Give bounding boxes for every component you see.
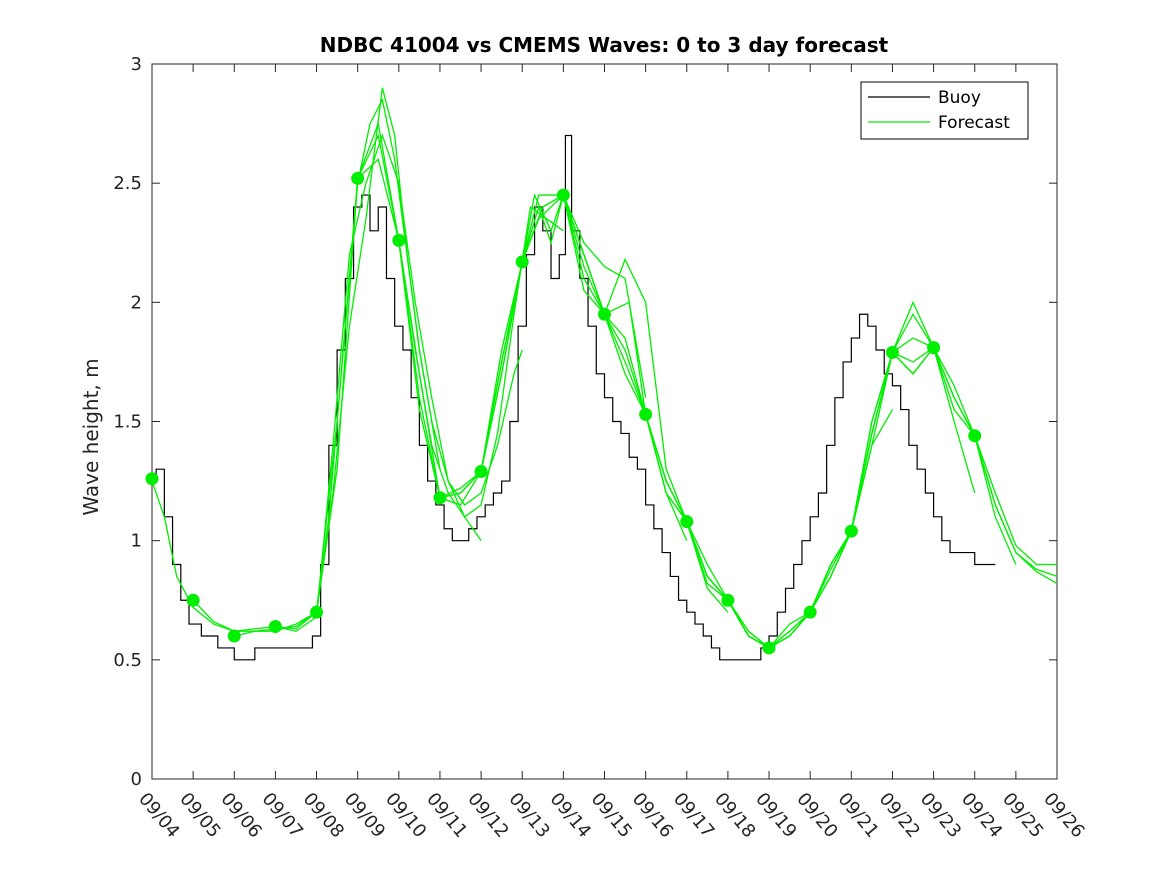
forecast-start-marker — [268, 619, 282, 633]
forecast-series-line-0 — [151, 97, 441, 632]
forecast-start-marker — [186, 593, 200, 607]
chart-title: NDBC 41004 vs CMEMS Waves: 0 to 3 day fo… — [320, 33, 889, 57]
forecast-start-marker — [556, 188, 570, 202]
y-tick-label: 1 — [131, 531, 142, 552]
x-tick-label: 09/25 — [998, 789, 1047, 842]
forecast-series-line-14 — [727, 300, 1017, 649]
forecast-start-marker — [310, 605, 324, 619]
forecast-series-line-3 — [275, 133, 564, 630]
y-tick-label: 2 — [131, 292, 142, 313]
x-tick-label: 09/17 — [669, 789, 718, 842]
legend-box — [860, 81, 1029, 140]
x-tick-label: 09/20 — [792, 789, 841, 842]
forecast-series-line-15 — [768, 337, 1058, 649]
axes-box — [151, 63, 1058, 780]
forecast-start-marker — [598, 307, 611, 321]
forecast-series-line-7 — [439, 194, 729, 613]
x-tick-label: 09/07 — [258, 789, 307, 842]
x-tick-label: 09/13 — [504, 789, 553, 842]
forecast-start-marker — [803, 605, 817, 619]
forecast-start-marker — [392, 233, 406, 247]
y-tick-label: 0 — [131, 769, 142, 790]
forecast-start-marker — [515, 255, 529, 269]
forecast-series-line-13 — [686, 312, 976, 649]
x-tick-label: 09/15 — [587, 789, 636, 842]
x-tick-label: 09/09 — [340, 789, 389, 842]
forecast-series-line-10 — [562, 194, 852, 649]
y-tick-label: 1.5 — [113, 412, 142, 433]
x-tick-label: 09/14 — [546, 789, 595, 842]
x-tick-label: 09/19 — [751, 789, 800, 842]
forecast-start-marker — [721, 593, 735, 607]
forecast-start-marker — [885, 345, 899, 359]
x-tick-label: 09/24 — [957, 789, 1006, 842]
forecast-start-marker — [351, 171, 365, 185]
forecast-start-marker — [145, 472, 159, 486]
buoy-series-line — [152, 134, 996, 661]
x-tick-label: 09/18 — [710, 789, 759, 842]
forecast-start-marker — [680, 515, 694, 529]
x-tick-label: 09/06 — [216, 789, 265, 842]
x-tick-label: 09/12 — [463, 789, 512, 842]
x-tick-label: 09/21 — [833, 789, 882, 842]
x-tick-label: 09/16 — [628, 789, 677, 842]
x-tick-label: 09/08 — [299, 789, 348, 842]
forecast-start-marker — [474, 465, 488, 479]
x-tick-label: 09/22 — [875, 789, 924, 842]
forecast-series-line-11 — [603, 313, 894, 649]
legend-buoy-label: Buoy — [938, 88, 981, 108]
forecast-series-line-17 — [850, 346, 1058, 578]
y-tick-label: 0.5 — [113, 650, 142, 671]
forecast-series-line-1 — [192, 133, 482, 632]
legend-forecast-label: Forecast — [938, 113, 1010, 133]
y-tick-label: 3 — [131, 54, 142, 75]
forecast-series-line-16 — [809, 346, 1057, 613]
y-tick-label: 2.5 — [113, 173, 142, 194]
x-tick-label: 09/05 — [175, 789, 224, 842]
forecast-start-marker — [844, 524, 858, 538]
x-tick-label: 09/23 — [916, 789, 965, 842]
forecast-start-marker — [968, 429, 982, 443]
x-tick-label: 09/11 — [422, 789, 471, 842]
forecast-start-marker — [433, 491, 447, 505]
plot-area: 00.511.522.5309/0409/0509/0609/0709/0809… — [113, 54, 1088, 842]
forecast-series-line-2 — [234, 87, 523, 637]
forecast-start-marker — [927, 341, 941, 355]
forecast-start-marker — [639, 407, 653, 421]
x-tick-label: 09/04 — [134, 789, 183, 842]
legend: Buoy Forecast — [860, 81, 1029, 140]
y-axis-label: Wave height, m — [79, 358, 103, 515]
forecast-series-line-6 — [398, 193, 688, 541]
forecast-start-marker — [227, 629, 241, 643]
x-tick-label: 09/26 — [1039, 789, 1088, 842]
forecast-start-marker — [762, 641, 776, 655]
forecast-series-line-9 — [521, 194, 811, 649]
x-tick-label: 09/10 — [381, 789, 430, 842]
forecast-series-line-12 — [645, 347, 935, 649]
